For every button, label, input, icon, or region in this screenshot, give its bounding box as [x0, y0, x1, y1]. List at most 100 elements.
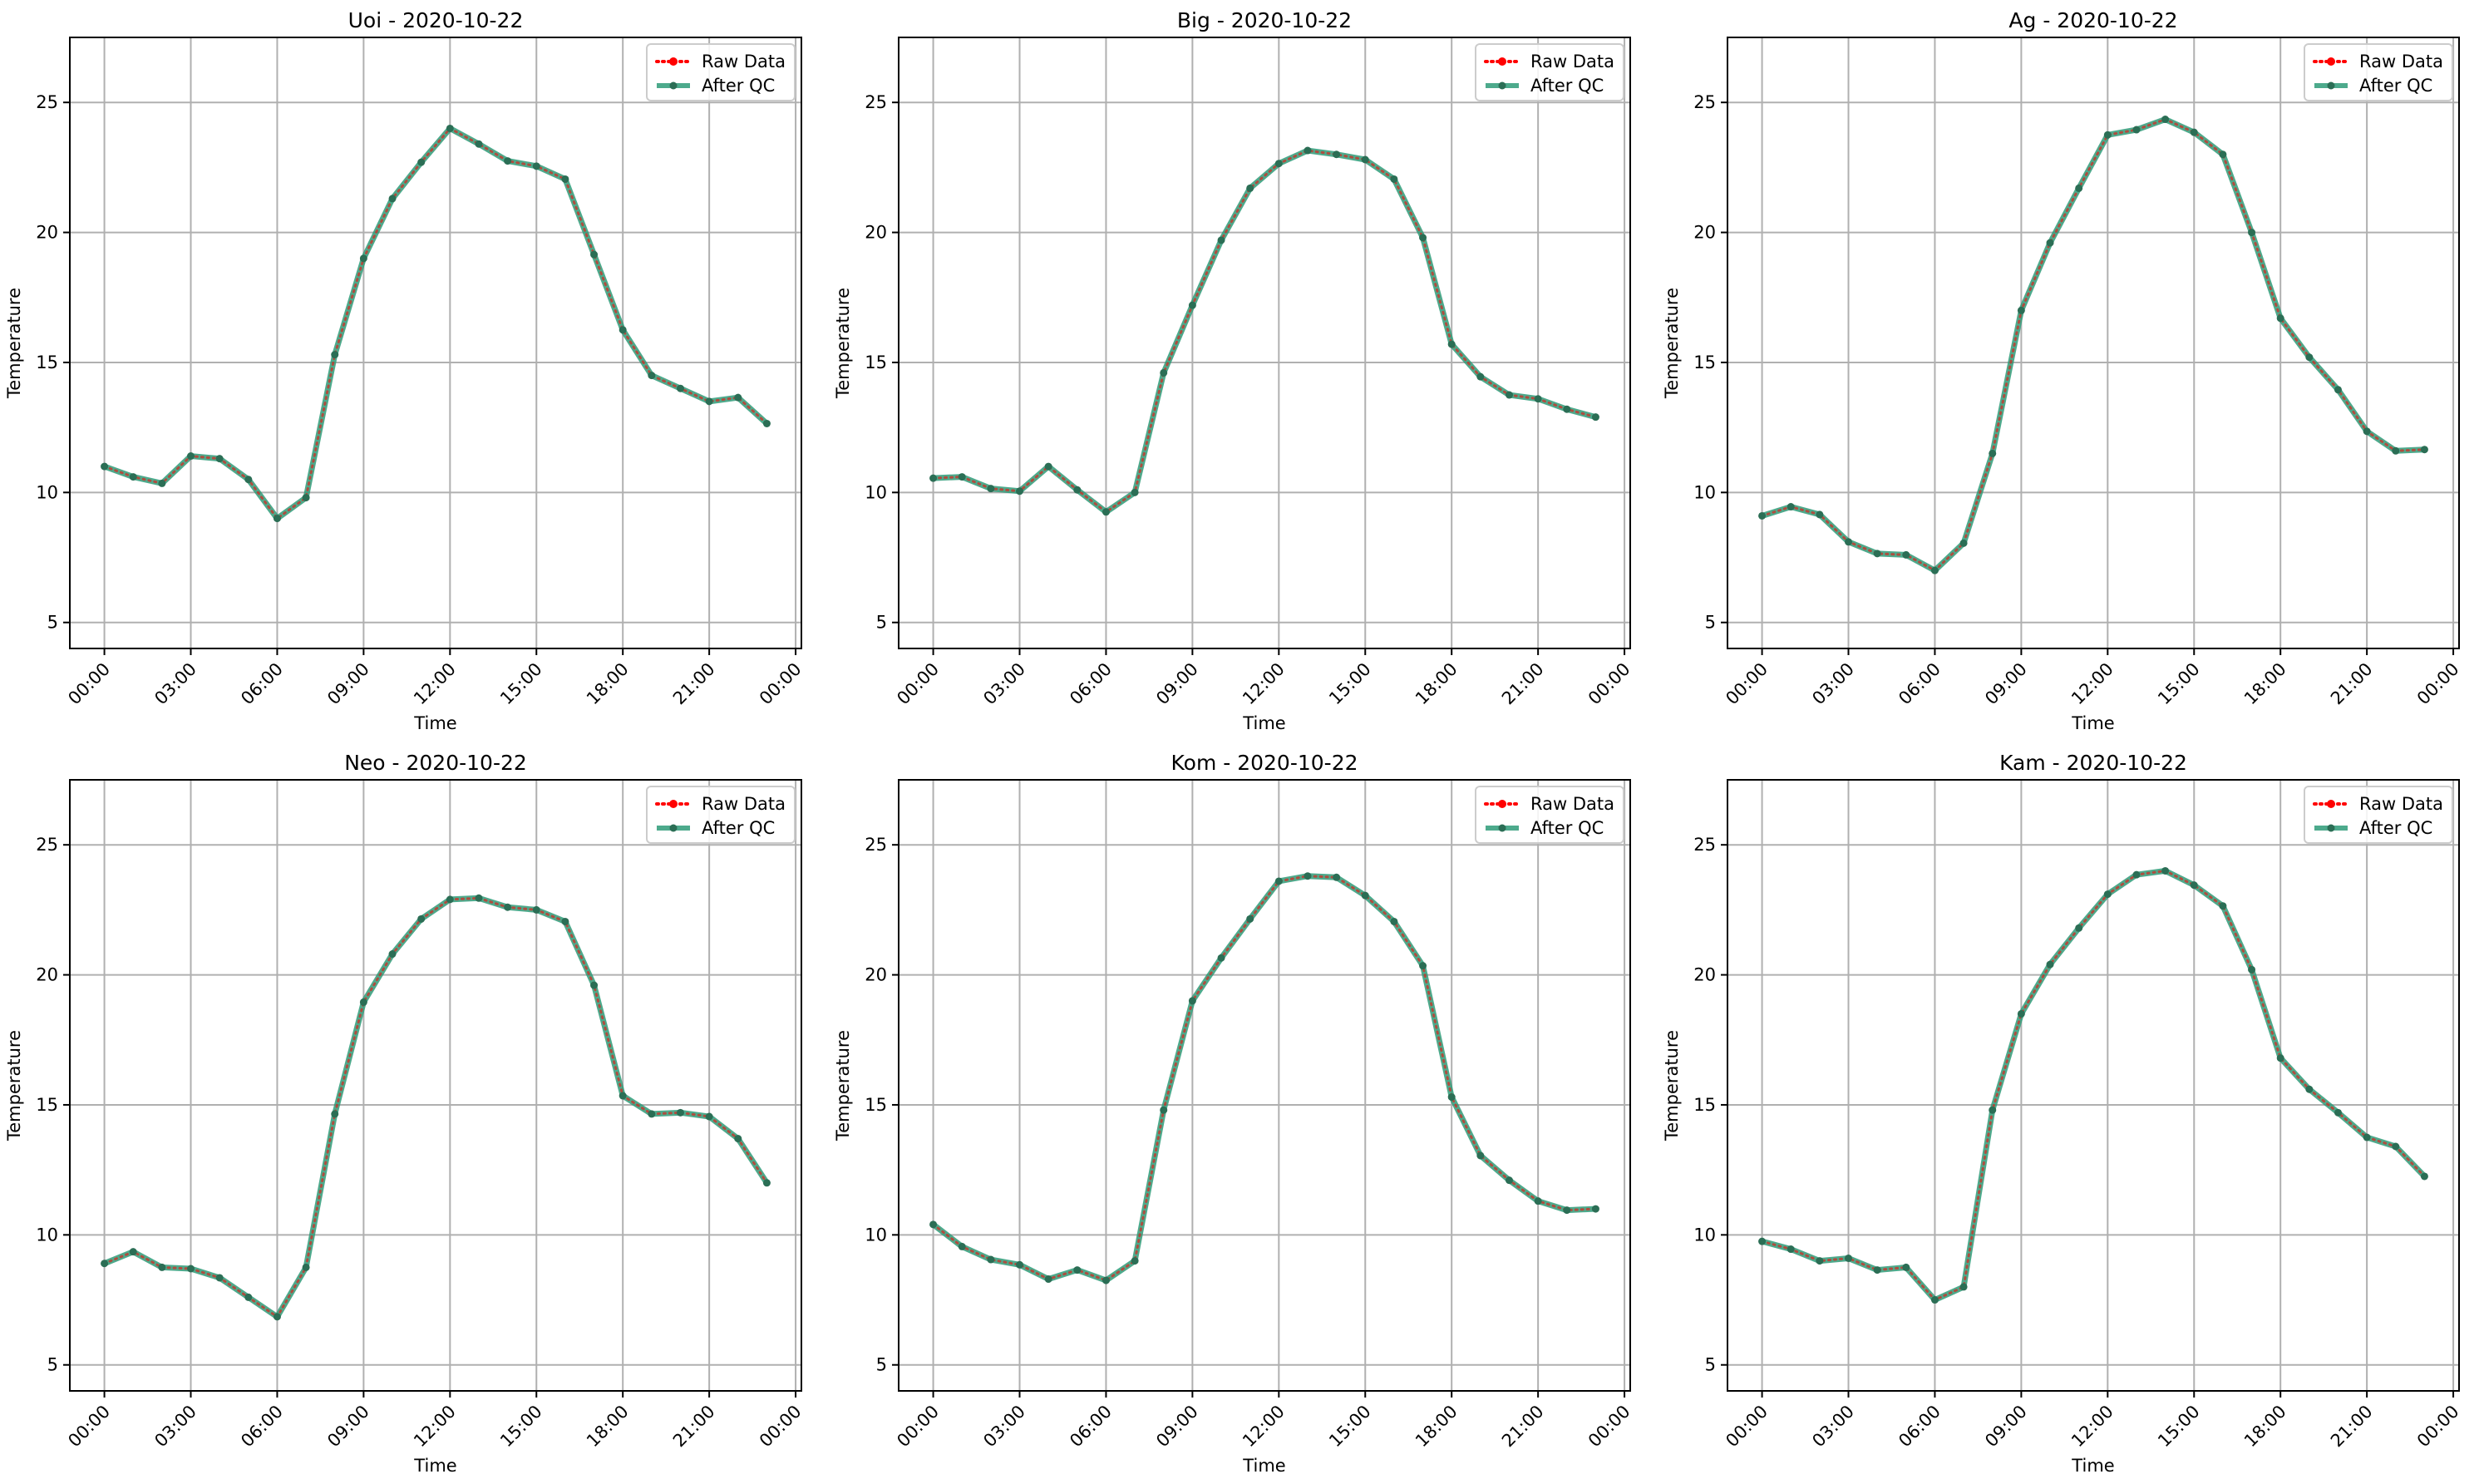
data-point-after-qc	[1274, 160, 1283, 168]
y-tick-label: 20	[36, 223, 58, 243]
data-point-after-qc	[417, 158, 426, 166]
data-point-after-qc	[987, 1255, 995, 1264]
data-point-after-qc	[1188, 997, 1196, 1005]
legend-marker-raw-data	[1498, 800, 1506, 808]
data-point-after-qc	[1361, 155, 1369, 164]
data-point-after-qc	[446, 124, 454, 132]
legend-label-after-qc: After QC	[702, 76, 775, 96]
chart-title: Kam - 2020-10-22	[1999, 751, 2187, 775]
data-point-after-qc	[2276, 314, 2284, 323]
data-point-after-qc	[1873, 1266, 1881, 1274]
y-tick-label: 15	[36, 1095, 58, 1115]
y-axis-label: Temperature	[4, 1030, 24, 1141]
data-point-after-qc	[101, 462, 109, 471]
legend-marker-raw-data	[2327, 57, 2335, 66]
legend-label-raw-data: Raw Data	[1530, 52, 1614, 71]
x-tick-label: 03:00	[150, 659, 200, 709]
data-point-after-qc	[1102, 1276, 1110, 1284]
x-tick-label: 00:00	[1584, 1402, 1634, 1452]
x-tick-label: 00:00	[756, 659, 806, 709]
legend-label-after-qc: After QC	[1530, 76, 1604, 96]
data-point-after-qc	[2420, 1172, 2428, 1181]
data-point-after-qc	[1217, 236, 1225, 244]
data-point-after-qc	[2161, 116, 2170, 124]
x-tick-label: 09:00	[323, 1402, 373, 1452]
y-tick-label: 5	[1705, 613, 1716, 633]
y-tick-label: 10	[36, 482, 58, 502]
data-point-after-qc	[929, 1220, 938, 1229]
data-point-after-qc	[1447, 1093, 1456, 1102]
data-point-after-qc	[2132, 126, 2141, 134]
chart-title: Neo - 2020-10-22	[344, 751, 527, 775]
x-tick-label: 00:00	[1722, 659, 1772, 709]
data-point-after-qc	[2161, 866, 2170, 875]
y-tick-label: 25	[865, 92, 887, 112]
data-point-after-qc	[1989, 449, 1997, 457]
legend-marker-raw-data	[669, 800, 678, 808]
data-point-after-qc	[215, 455, 224, 463]
x-tick-label: 00:00	[64, 659, 114, 709]
x-tick-label: 03:00	[1808, 659, 1858, 709]
data-point-after-qc	[1845, 538, 1853, 546]
data-point-after-qc	[388, 195, 397, 203]
data-point-after-qc	[1160, 1106, 1168, 1114]
plot-frame	[69, 779, 802, 1392]
series-line-raw-data	[103, 126, 768, 520]
y-tick-label: 20	[865, 965, 887, 985]
data-point-after-qc	[1930, 1296, 1939, 1304]
x-tick-label: 09:00	[1981, 1402, 2031, 1452]
x-tick-label: 15:00	[2154, 659, 2204, 709]
x-tick-label: 03:00	[979, 659, 1029, 709]
x-axis-label: Time	[2071, 713, 2114, 733]
x-tick-label: 18:00	[1412, 659, 1461, 709]
data-point-after-qc	[1246, 184, 1254, 192]
data-point-after-qc	[2190, 128, 2198, 136]
x-tick-label: 15:00	[1325, 659, 1375, 709]
data-point-after-qc	[532, 905, 540, 914]
x-tick-label: 00:00	[893, 659, 943, 709]
y-tick-label: 20	[865, 223, 887, 243]
data-point-after-qc	[734, 393, 742, 402]
data-point-after-qc	[1361, 891, 1369, 900]
x-tick-label: 00:00	[756, 1402, 806, 1452]
data-point-after-qc	[2248, 229, 2256, 237]
y-tick-label: 10	[36, 1225, 58, 1245]
data-point-after-qc	[1505, 1176, 1513, 1185]
x-tick-label: 21:00	[1498, 659, 1548, 709]
y-tick-label: 20	[1693, 965, 1716, 985]
data-point-after-qc	[2075, 184, 2083, 192]
chart-panel: 5 10 15 20 25 00:00 03:00 06:00 09:00 12:00 15:00 1…	[1662, 8, 2463, 733]
data-point-after-qc	[1131, 1257, 1139, 1265]
series-line-after-qc	[930, 147, 1599, 515]
legend-marker-after-qc	[669, 81, 678, 90]
legend: Raw Data After QC	[1475, 43, 1624, 101]
series-line-raw-data	[932, 875, 1597, 1282]
chart-panel: 5 10 15 20 25 00:00 03:00 06:00 09:00 12:00 15:00 1…	[1662, 751, 2463, 1476]
chart-title: Big - 2020-10-22	[1177, 8, 1352, 32]
data-point-after-qc	[1073, 486, 1082, 494]
data-point-after-qc	[648, 1110, 656, 1118]
data-point-after-qc	[1304, 872, 1312, 880]
data-point-after-qc	[1274, 877, 1283, 885]
data-point-after-qc	[2219, 150, 2227, 159]
legend: Raw Data After QC	[646, 43, 796, 101]
data-point-after-qc	[561, 917, 569, 925]
data-point-after-qc	[1845, 1254, 1853, 1262]
data-point-after-qc	[215, 1274, 224, 1282]
x-tick-label: 06:00	[237, 659, 287, 709]
legend-marker-raw-data	[669, 57, 678, 66]
data-point-after-qc	[648, 372, 656, 380]
data-point-after-qc	[1873, 550, 1881, 558]
x-tick-label: 06:00	[1066, 659, 1116, 709]
y-axis-label: Temperature	[1662, 288, 1682, 399]
data-point-after-qc	[2305, 353, 2314, 362]
plot-frame	[1727, 37, 2460, 649]
series-line-raw-data	[932, 149, 1597, 514]
x-tick-label: 18:00	[2240, 659, 2290, 709]
legend-label-after-qc: After QC	[702, 818, 775, 838]
x-tick-label: 09:00	[323, 659, 373, 709]
x-tick-label: 15:00	[2154, 1402, 2204, 1452]
y-tick-label: 15	[1693, 353, 1716, 372]
series-line-after-qc	[101, 895, 770, 1320]
